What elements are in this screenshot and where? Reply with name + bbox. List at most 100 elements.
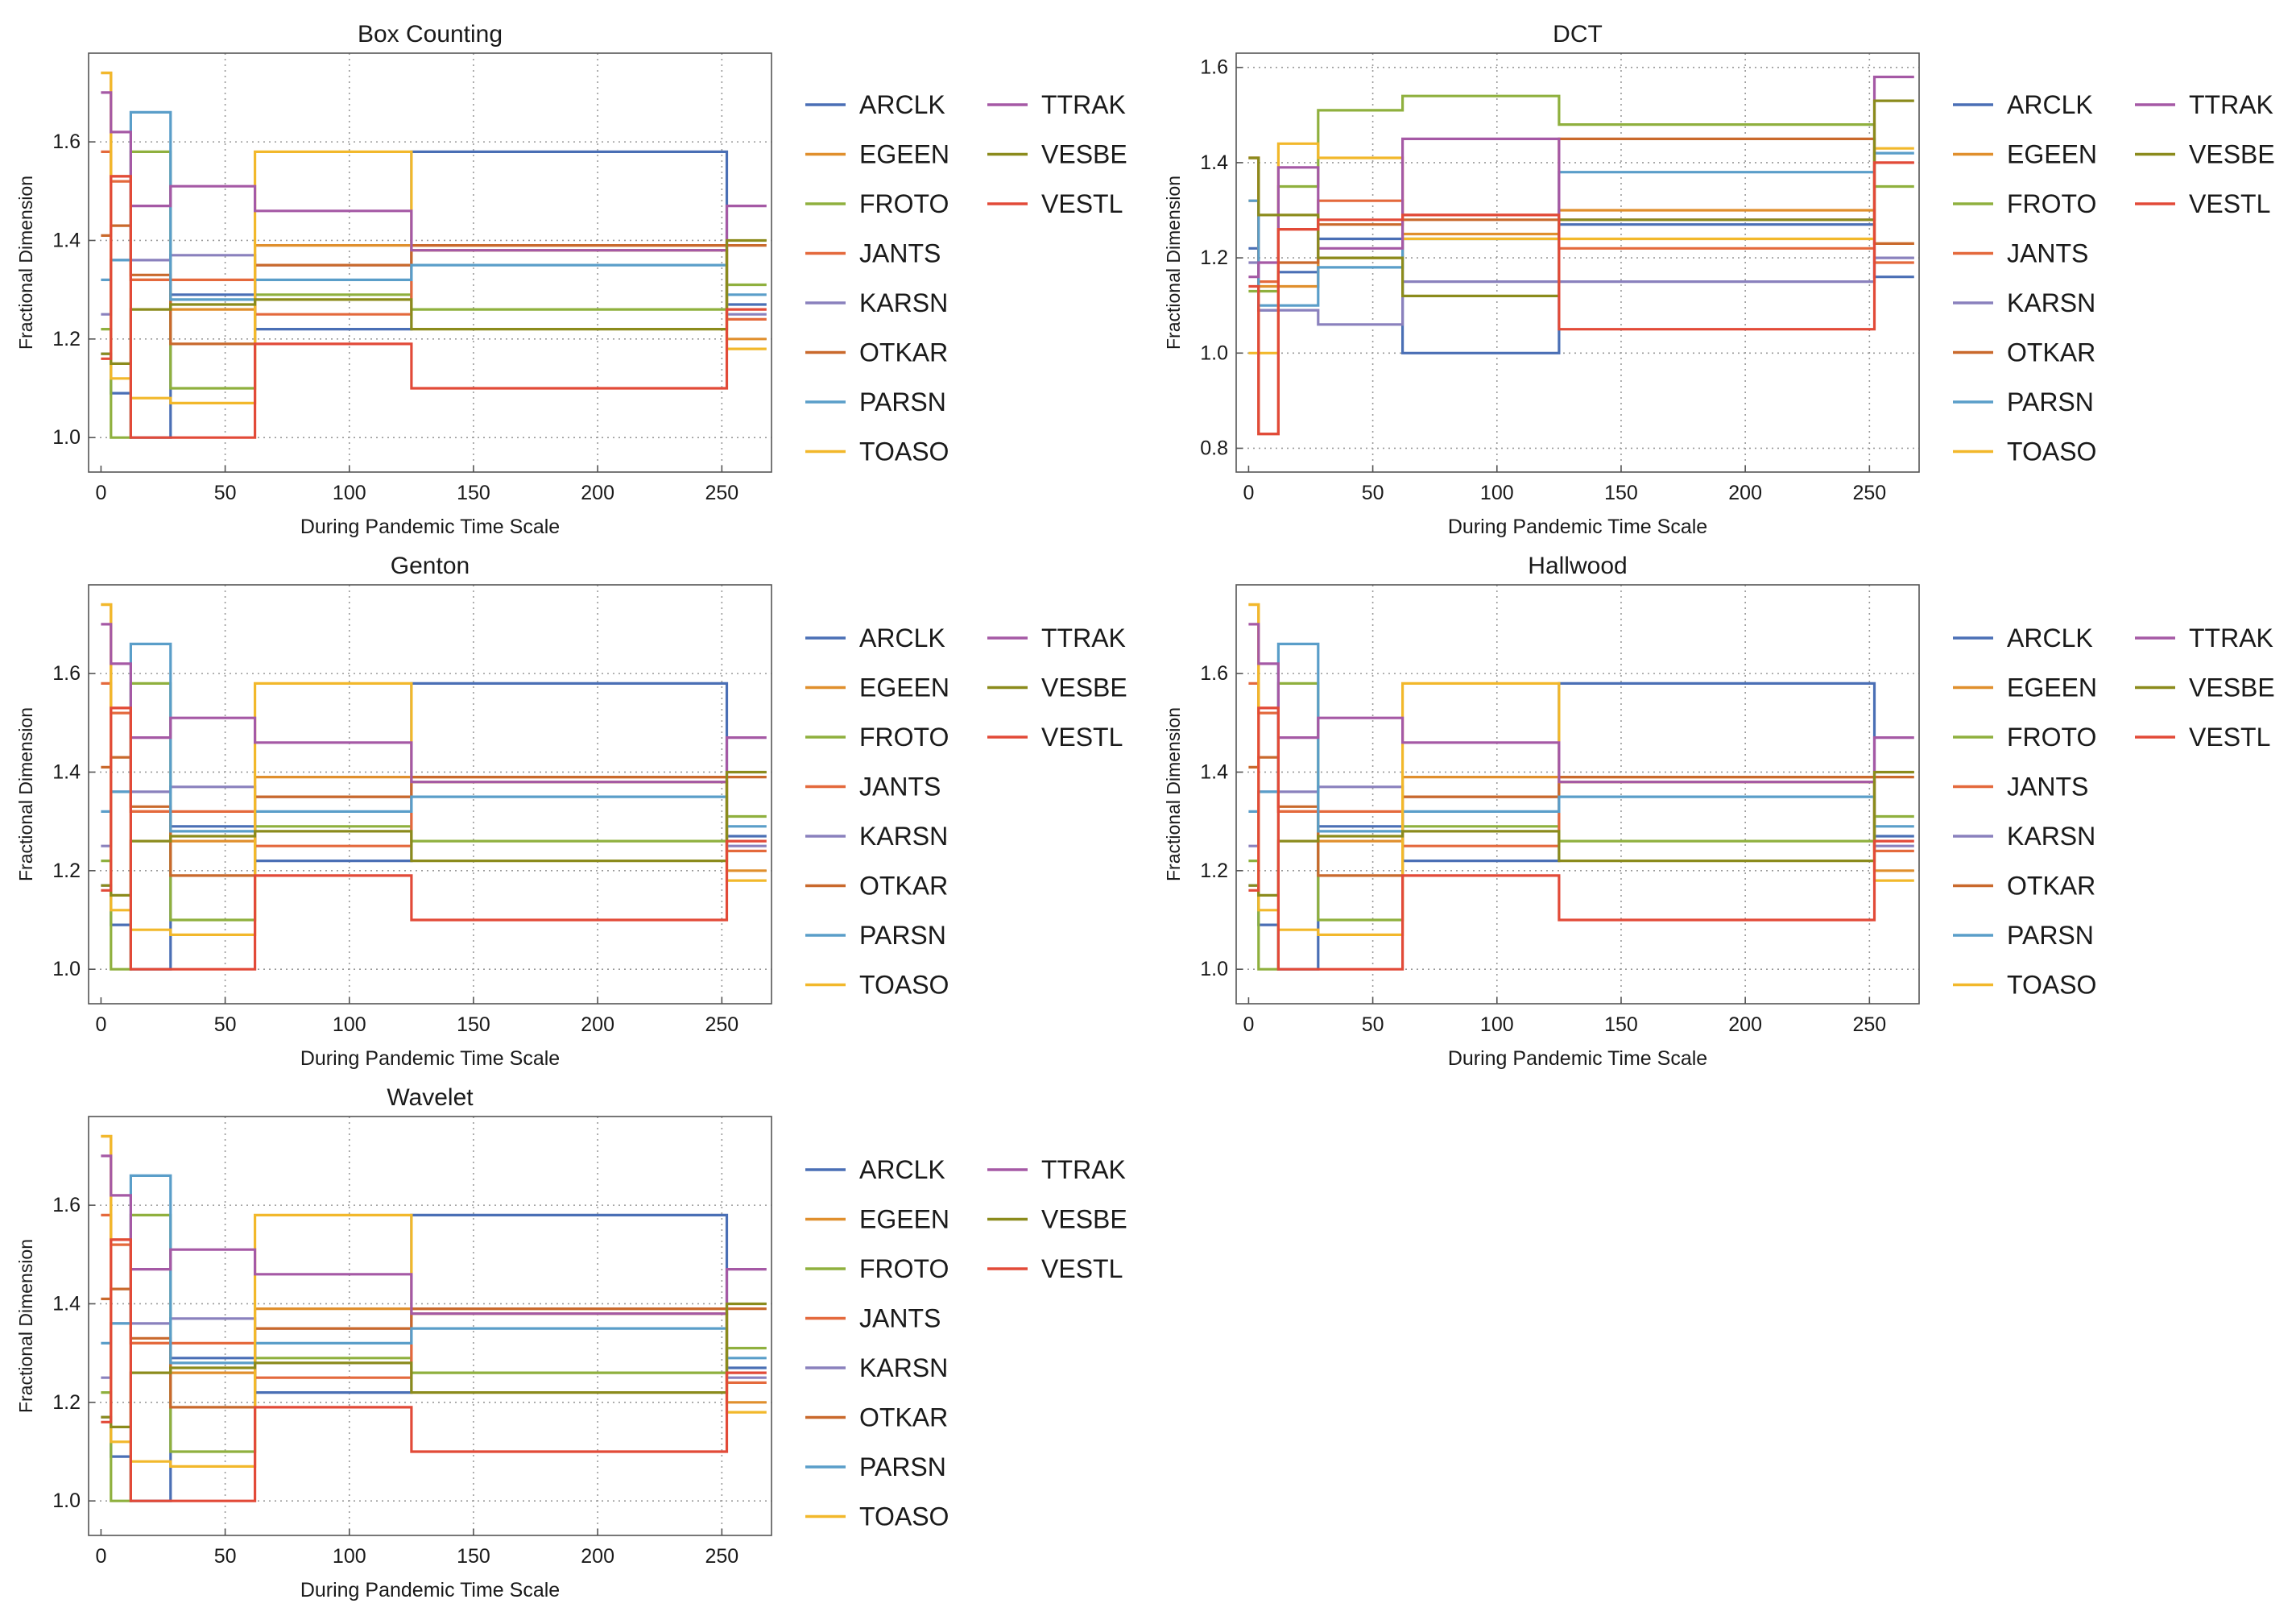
legend-label-parsn: PARSN [859, 921, 946, 950]
x-tick-label: 100 [1480, 1013, 1514, 1036]
y-tick-label: 1.0 [52, 958, 81, 980]
y-tick-label: 1.4 [52, 1292, 81, 1315]
y-tick-label: 1.6 [52, 131, 81, 153]
legend-label-parsn: PARSN [859, 1452, 946, 1481]
legend-label-otkar: OTKAR [859, 872, 948, 901]
legend-label-toaso: TOASO [859, 437, 949, 466]
legend-label-vesbe: VESBE [1041, 673, 1127, 702]
x-tick-label: 50 [214, 1013, 237, 1036]
x-tick-label: 250 [1852, 1013, 1886, 1036]
legend-label-vesbe: VESBE [1041, 140, 1127, 169]
series-line-toaso [101, 1134, 767, 1468]
x-tick-label: 50 [214, 1545, 237, 1568]
series-line-vestl [1248, 706, 1914, 971]
y-tick-label: 1.4 [1200, 151, 1228, 174]
legend-label-otkar: OTKAR [859, 1403, 948, 1432]
chart-panel-1: DCT 0 50 100 150 200 250 0.8 1.0 1.2 1.4 1.6 During … [1163, 21, 2275, 538]
legend-label-froto: FROTO [2007, 189, 2096, 218]
legend-label-karsn: KARSN [2007, 822, 2095, 851]
legend-label-arclk: ARCLK [2007, 90, 2093, 119]
legend-label-parsn: PARSN [859, 387, 946, 416]
series-line-otkar [1248, 756, 1914, 877]
series-line-otkar [1248, 137, 1914, 436]
series-line-ttrak [101, 623, 767, 784]
legend-label-karsn: KARSN [859, 288, 948, 317]
x-axis-label: During Pandemic Time Scale [1448, 1047, 1707, 1070]
y-tick-label: 1.4 [1200, 760, 1228, 783]
legend-label-egeen: EGEEN [2007, 673, 2097, 702]
x-tick-label: 250 [705, 1545, 738, 1568]
legend-label-toaso: TOASO [2007, 437, 2096, 466]
legend-label-jants: JANTS [2007, 239, 2088, 268]
series-line-otkar [101, 756, 767, 877]
legend-label-vestl: VESTL [1041, 189, 1123, 218]
chart-title: Wavelet [387, 1084, 474, 1111]
series-line-egeen [1248, 199, 1914, 288]
legend: ARCLK EGEEN FROTO JANTS KARSN OTKAR PARSN TOASO… [1953, 90, 2275, 466]
x-axis-label: During Pandemic Time Scale [300, 516, 560, 538]
series-line-otkar [101, 1287, 767, 1409]
x-tick-label: 150 [457, 1013, 490, 1036]
legend-label-jants: JANTS [859, 239, 941, 268]
y-tick-label: 1.4 [52, 760, 81, 783]
chart-panel-4: Wavelet 0 50 100 150 200 250 1.0 1.2 1.4 1.6 During… [15, 1084, 1127, 1601]
series-line-parsn [101, 642, 767, 833]
legend-label-egeen: EGEEN [859, 1205, 949, 1234]
x-tick-label: 150 [457, 482, 490, 504]
x-tick-label: 100 [333, 482, 366, 504]
legend-label-arclk: ARCLK [859, 90, 945, 119]
y-axis-label: Fractional Dimension [1163, 176, 1184, 350]
chart-title: Genton [391, 553, 470, 579]
legend-label-karsn: KARSN [859, 822, 948, 851]
y-tick-label: 1.6 [1200, 56, 1228, 79]
legend-label-vesbe: VESBE [2189, 140, 2275, 169]
legend: ARCLK EGEEN FROTO JANTS KARSN OTKAR PARSN TOASO… [1953, 624, 2275, 1000]
series-line-arclk [101, 682, 767, 971]
series-line-ttrak [1248, 75, 1914, 279]
legend-label-karsn: KARSN [859, 1353, 948, 1382]
series-line-vesbe [1248, 99, 1914, 297]
series-line-vestl [101, 1238, 767, 1502]
x-tick-label: 0 [95, 482, 106, 504]
y-tick-label: 0.8 [1200, 437, 1228, 459]
legend-label-otkar: OTKAR [2007, 338, 2095, 367]
legend-label-vestl: VESTL [1041, 723, 1123, 752]
legend-label-ttrak: TTRAK [1041, 624, 1126, 653]
chart-title: Hallwood [1528, 553, 1627, 579]
series-line-ttrak [101, 91, 767, 252]
chart-title: DCT [1553, 21, 1603, 48]
y-axis-label: Fractional Dimension [15, 1239, 36, 1413]
legend-label-jants: JANTS [2007, 773, 2088, 802]
legend-label-vesbe: VESBE [2189, 673, 2275, 702]
legend-label-ttrak: TTRAK [2189, 624, 2273, 653]
series-line-vestl [101, 706, 767, 971]
x-tick-label: 0 [95, 1013, 106, 1036]
legend-label-ttrak: TTRAK [2189, 90, 2273, 119]
chart-title: Box Counting [358, 21, 503, 48]
y-tick-label: 1.0 [52, 426, 81, 449]
legend-label-toaso: TOASO [859, 971, 949, 1000]
legend-label-jants: JANTS [859, 1304, 941, 1333]
y-tick-label: 1.6 [52, 662, 81, 685]
x-tick-label: 250 [705, 482, 738, 504]
x-tick-label: 50 [214, 482, 237, 504]
legend: ARCLK EGEEN FROTO JANTS KARSN OTKAR PARSN TOASO… [805, 90, 1127, 466]
plot-frame [1235, 52, 1920, 473]
y-tick-label: 1.2 [52, 860, 81, 882]
legend-label-karsn: KARSN [2007, 288, 2095, 317]
series-line-toaso [101, 71, 767, 404]
y-tick-label: 1.2 [52, 328, 81, 350]
series-line-toaso [1248, 603, 1914, 936]
x-tick-label: 100 [1480, 482, 1514, 504]
legend-label-arclk: ARCLK [859, 624, 945, 653]
y-tick-label: 1.4 [52, 229, 81, 251]
x-tick-label: 150 [457, 1545, 490, 1568]
series-line-ttrak [1248, 623, 1914, 784]
x-tick-label: 100 [333, 1013, 366, 1036]
plot-frame [88, 584, 772, 1005]
chart-panel-2: Genton 0 50 100 150 200 250 1.0 1.2 1.4 1.6 During … [15, 553, 1127, 1070]
legend-label-ttrak: TTRAK [1041, 1155, 1126, 1184]
x-tick-label: 200 [581, 1545, 614, 1568]
y-tick-label: 1.0 [1200, 958, 1228, 980]
